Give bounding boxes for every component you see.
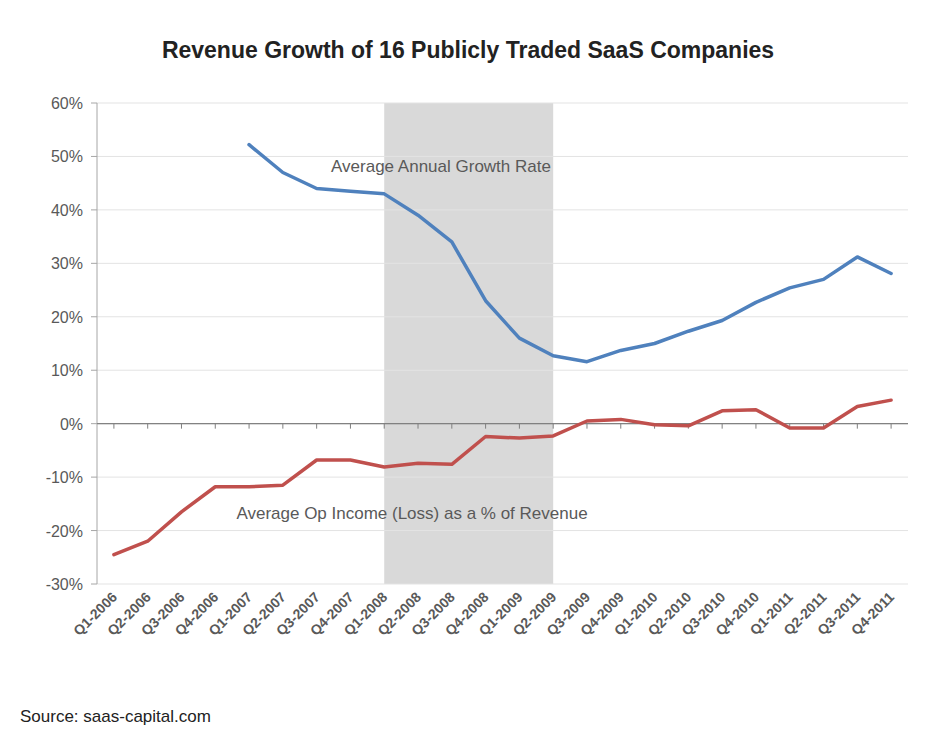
x-tick	[755, 424, 756, 429]
x-tick	[316, 424, 317, 429]
source: Source: saas-capital.com	[20, 707, 211, 726]
x-tick	[519, 424, 520, 429]
y-tick	[91, 209, 97, 210]
x-tick	[350, 424, 351, 429]
y-tick-label: 50%	[51, 148, 83, 165]
y-tick-label: -20%	[46, 523, 83, 540]
plot-area	[114, 145, 891, 555]
y-tick-label: 0%	[60, 416, 83, 433]
x-tick	[113, 424, 114, 429]
x-tick	[418, 424, 419, 429]
series-line	[114, 400, 891, 554]
grid-line	[97, 263, 908, 264]
x-tick	[553, 424, 554, 429]
y-tick	[91, 370, 97, 371]
grid-line	[97, 370, 908, 371]
x-tick	[891, 424, 892, 429]
x-tick	[451, 424, 452, 429]
series-label: Average Annual Growth Rate	[331, 157, 551, 176]
x-tick	[249, 424, 250, 429]
grid-line	[97, 103, 908, 104]
y-axis	[97, 103, 98, 584]
series-line	[249, 145, 891, 362]
x-axis	[97, 423, 908, 424]
grid-line	[97, 209, 908, 210]
x-tick	[181, 424, 182, 429]
x-tick	[384, 424, 385, 429]
x-tick	[215, 424, 216, 429]
y-tick	[91, 584, 97, 585]
x-tick-label: Q4-2011	[848, 589, 897, 638]
y-tick-label: -30%	[46, 576, 83, 593]
y-tick	[91, 477, 97, 478]
y-tick-label: 60%	[51, 95, 83, 112]
y-tick-label: 10%	[51, 362, 83, 379]
y-tick	[91, 103, 97, 104]
grid-line	[97, 423, 908, 424]
x-tick	[620, 424, 621, 429]
x-tick	[857, 424, 858, 429]
x-tick	[485, 424, 486, 429]
grid-line	[97, 477, 908, 478]
y-tick-label: 40%	[51, 202, 83, 219]
grid-line	[97, 530, 908, 531]
y-tick	[91, 316, 97, 317]
y-tick-label: 30%	[51, 255, 83, 272]
y-tick	[91, 423, 97, 424]
y-tick-label: -10%	[46, 469, 83, 486]
x-tick	[282, 424, 283, 429]
chart: Revenue Growth of 16 Publicly Traded Saa…	[0, 0, 936, 752]
grid-line	[97, 584, 908, 585]
series-label: Average Op Income (Loss) as a % of Reven…	[236, 504, 587, 523]
y-tick-label: 20%	[51, 309, 83, 326]
title: Revenue Growth of 16 Publicly Traded Saa…	[162, 37, 774, 63]
y-tick	[91, 156, 97, 157]
x-tick	[586, 424, 587, 429]
y-tick	[91, 263, 97, 264]
x-tick	[722, 424, 723, 429]
y-tick	[91, 530, 97, 531]
x-tick	[147, 424, 148, 429]
